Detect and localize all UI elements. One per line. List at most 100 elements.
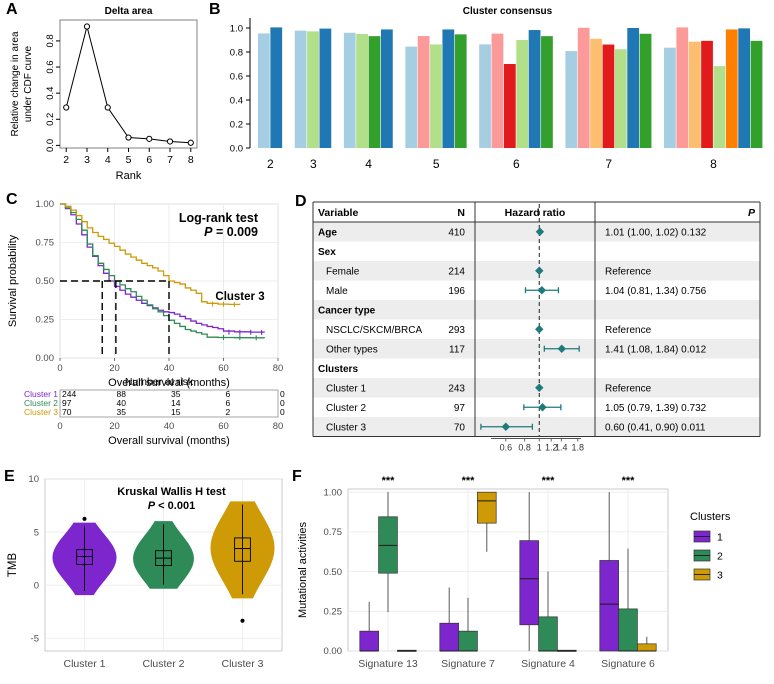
panel-a: A Delta area 0.0 0.2 0.4 0.6 0.8 2 3 4 5 6 7 8 Rank Re… <box>0 0 205 190</box>
boxplot-box <box>439 622 459 652</box>
y-tick-label: 0.75 <box>36 238 55 249</box>
table-row-n: 97 <box>454 403 466 414</box>
y-tick-label: 1.00 <box>36 199 55 210</box>
mutational-activities-boxplot: 0.00 0.25 0.50 0.75 1.00 Signature 13 *** Signa… <box>297 475 731 670</box>
risk-value: 0 <box>280 407 285 417</box>
y-axis-title: Survival probability <box>7 234 19 327</box>
x-tick-label: 60 <box>218 363 229 374</box>
table-row-variable: Male <box>326 286 348 297</box>
data-point <box>83 23 91 30</box>
risk-value: 88 <box>117 389 127 399</box>
consensus-bar <box>503 64 516 148</box>
panel-b: B Cluster consensus 0.0 0.2 0.4 0.6 0.8 1.0 2 3 4… <box>205 0 774 190</box>
consensus-bar <box>368 36 381 148</box>
consensus-bar <box>516 40 529 148</box>
consensus-bar <box>725 29 738 148</box>
y-tick-label: 0.6 <box>45 60 56 73</box>
table-row-estimate: Reference <box>605 266 652 277</box>
y-tick-label: -5 <box>31 633 39 644</box>
table-row-shading <box>313 339 760 359</box>
consensus-bar <box>541 36 553 148</box>
survival-curve-cluster2 <box>60 203 266 339</box>
logrank-p-value: P = 0.009 <box>204 225 258 239</box>
data-point <box>104 104 111 111</box>
effect-estimate-diamond <box>501 422 511 431</box>
risk-value: 35 <box>171 389 181 399</box>
table-row-variable: NSCLC/SKCM/BRCA <box>326 325 422 336</box>
consensus-bar <box>454 34 467 148</box>
table-row-variable: Age <box>318 227 337 238</box>
risk-value: 14 <box>171 398 181 408</box>
table-row-estimate: 1.04 (0.81, 1.34) 0.756 <box>605 286 707 297</box>
header-p: P <box>748 207 756 219</box>
hr-axis-tick: 1 <box>537 443 542 453</box>
boxplot-box <box>458 630 478 652</box>
consensus-bar <box>664 47 676 148</box>
x-tick-label: Signature 13 <box>358 658 418 670</box>
table-row-n: 243 <box>448 383 465 394</box>
consensus-bar <box>738 28 751 148</box>
x-tick-label: Cluster 3 <box>221 658 263 670</box>
significance-marker: *** <box>622 475 636 487</box>
consensus-bar <box>750 40 763 149</box>
consensus-bar <box>319 28 332 149</box>
y-axis-title: TMB <box>7 553 19 578</box>
panel-e: E -5 0 5 10 Cluster 1 Cluster 2 Cluster 3 TMB Kr… <box>0 465 290 684</box>
consensus-bar <box>307 31 319 148</box>
y-tick-label: 0.0 <box>45 139 56 152</box>
risk-value: 6 <box>226 398 231 408</box>
panel-c: C 0.00 0.25 0.50 0.75 1.00 0 20 40 60 80 Overall s… <box>0 190 290 470</box>
consensus-bar <box>479 44 491 148</box>
delta-area-chart: Delta area 0.0 0.2 0.4 0.6 0.8 2 3 4 5 6 7 8 Rank Rela… <box>10 6 198 182</box>
consensus-bar <box>491 33 504 148</box>
kruskal-test-label: Kruskal Wallis H test <box>117 486 226 498</box>
kruskal-p-value: P < 0.001 <box>148 500 195 512</box>
legend-label: 3 <box>717 570 723 582</box>
header-n: N <box>457 207 465 219</box>
y-tick-label: 0.2 <box>230 119 243 130</box>
significance-marker: *** <box>462 475 476 487</box>
outlier-point <box>82 516 87 521</box>
risk-x-tick: 80 <box>273 421 284 432</box>
cluster-consensus-chart: Cluster consensus 0.0 0.2 0.4 0.6 0.8 1.0 2 3 4 5 6… <box>230 6 763 171</box>
risk-table-title: Number at risk <box>125 376 194 388</box>
x-axis-title: Overall survival (months) <box>108 377 230 389</box>
y-tick-label: 10 <box>28 474 39 485</box>
table-row-variable: Clusters <box>318 364 358 375</box>
consensus-bar <box>565 51 578 148</box>
consensus-bar <box>676 27 689 148</box>
table-row-variable: Sex <box>318 247 336 258</box>
table-row-estimate: 1.05 (0.79, 1.39) 0.732 <box>605 403 707 414</box>
y-tick-label: 0.0 <box>230 143 243 154</box>
hr-axis-tick: 1.4 <box>555 443 568 453</box>
panel-e-label: E <box>4 468 15 485</box>
consensus-bar <box>380 29 393 148</box>
header-hazard-ratio: Hazard ratio <box>505 207 566 219</box>
x-tick-label: 7 <box>167 154 173 166</box>
group-label: 6 <box>513 157 520 171</box>
table-row-n: 196 <box>448 286 465 297</box>
data-point <box>63 104 70 111</box>
risk-x-axis-title: Overall survival (months) <box>108 435 230 447</box>
x-tick-label: 80 <box>273 363 284 374</box>
header-variable: Variable <box>318 207 358 219</box>
group-label: 2 <box>267 157 274 171</box>
y-axis-title: Relative change in area <box>10 31 21 137</box>
risk-value: 0 <box>280 389 285 399</box>
boxplot-box <box>618 608 638 652</box>
risk-value: 40 <box>117 398 127 408</box>
x-tick-label: 0 <box>57 363 62 374</box>
consensus-bar <box>614 49 627 148</box>
risk-x-tick: 0 <box>57 421 62 432</box>
y-tick-label: 0.50 <box>324 567 343 578</box>
x-tick-label: 5 <box>126 154 132 166</box>
panel-c-label: C <box>6 191 18 208</box>
y-tick-label: 0.6 <box>230 71 243 82</box>
table-row-estimate: 1.01 (1.00, 1.02) 0.132 <box>605 227 707 238</box>
table-row-estimate: 0.60 (0.41, 0.90) 0.011 <box>605 422 706 433</box>
risk-value: 0 <box>280 398 285 408</box>
risk-value: 97 <box>62 398 72 408</box>
risk-row-label: Cluster 2 <box>24 398 58 408</box>
risk-table-frame <box>59 389 279 418</box>
table-row-shading <box>313 417 760 437</box>
